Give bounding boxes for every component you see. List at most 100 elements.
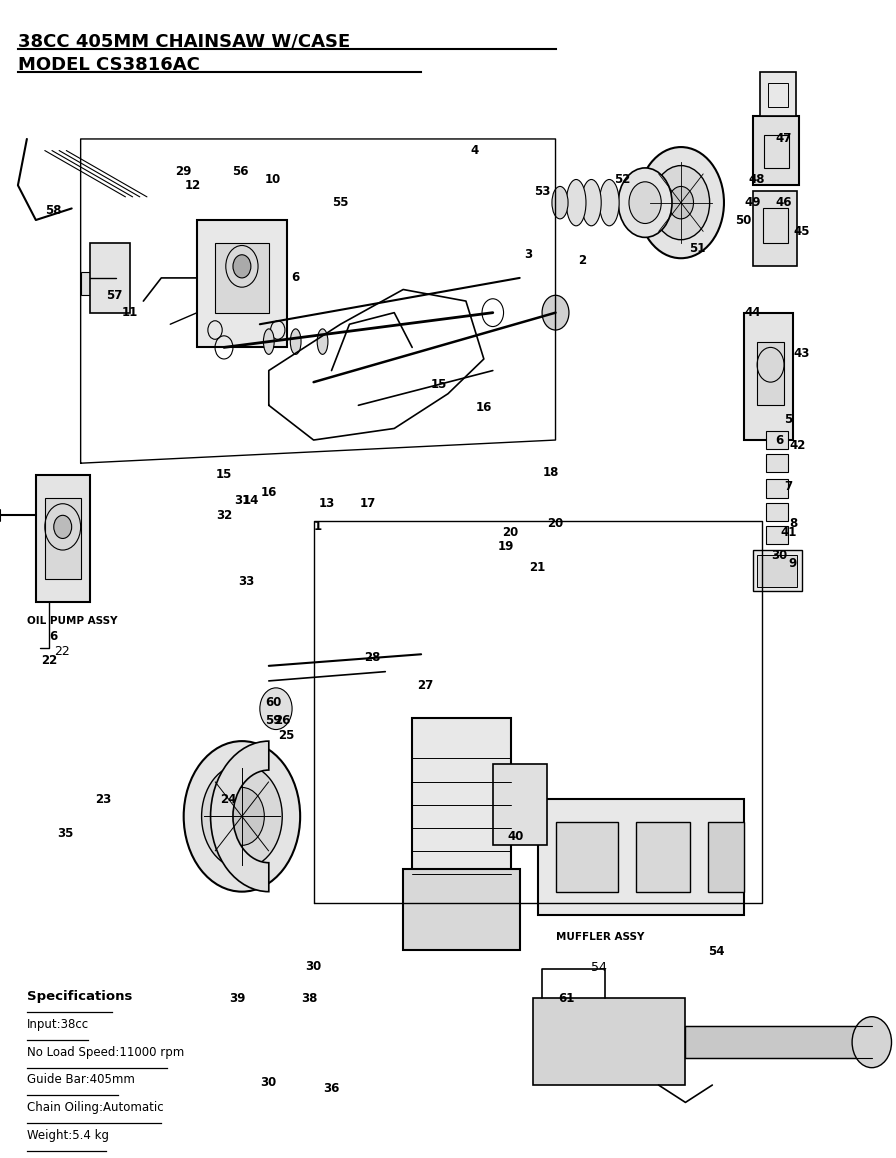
- Text: 40: 40: [507, 829, 523, 843]
- Text: 49: 49: [745, 196, 761, 210]
- Text: MUFFLER ASSY: MUFFLER ASSY: [556, 932, 644, 943]
- Text: Specifications: Specifications: [27, 990, 133, 1003]
- Ellipse shape: [566, 179, 586, 226]
- Text: 6: 6: [49, 630, 58, 644]
- Text: 38: 38: [301, 991, 317, 1005]
- Bar: [533, 998, 685, 1085]
- Text: 3: 3: [524, 248, 533, 262]
- Text: 23: 23: [95, 792, 111, 806]
- Text: 30: 30: [261, 1076, 277, 1090]
- Bar: [197, 220, 287, 347]
- Text: 6: 6: [775, 433, 784, 447]
- Bar: [90, 243, 130, 313]
- Text: 26: 26: [274, 713, 290, 727]
- Text: 15: 15: [216, 468, 232, 482]
- Text: Weight:5.4 kg: Weight:5.4 kg: [27, 1129, 109, 1142]
- Text: 13: 13: [319, 497, 335, 511]
- Text: MODEL CS3816AC: MODEL CS3816AC: [18, 56, 200, 74]
- Text: Guide Bar:405mm: Guide Bar:405mm: [27, 1073, 134, 1086]
- Text: OIL PUMP ASSY: OIL PUMP ASSY: [27, 616, 117, 626]
- Bar: [757, 342, 784, 405]
- Bar: [766, 503, 788, 521]
- Text: 55: 55: [332, 196, 349, 210]
- Bar: [768, 83, 788, 107]
- Text: 16: 16: [476, 401, 492, 415]
- Ellipse shape: [552, 186, 568, 219]
- Bar: [556, 822, 618, 892]
- Text: 21: 21: [530, 560, 546, 574]
- Bar: [753, 550, 802, 591]
- Text: 27: 27: [418, 679, 434, 692]
- Text: 2: 2: [578, 254, 587, 267]
- Bar: [753, 191, 797, 266]
- Text: 10: 10: [265, 173, 281, 186]
- Text: 19: 19: [498, 540, 514, 554]
- Bar: [757, 555, 797, 587]
- Text: 36: 36: [323, 1082, 340, 1095]
- Bar: [81, 272, 103, 295]
- Text: 20: 20: [503, 526, 519, 540]
- Text: Input:38cc: Input:38cc: [27, 1018, 89, 1031]
- Text: Chain Oiling:Automatic: Chain Oiling:Automatic: [27, 1101, 163, 1114]
- Circle shape: [220, 787, 264, 845]
- Bar: [760, 72, 796, 116]
- Circle shape: [652, 166, 710, 240]
- Bar: [685, 1026, 865, 1058]
- Text: 6: 6: [291, 271, 300, 285]
- Text: 61: 61: [558, 991, 574, 1005]
- Circle shape: [184, 741, 300, 892]
- Bar: [708, 822, 744, 892]
- Text: 9: 9: [788, 557, 797, 571]
- Text: 12: 12: [185, 178, 201, 192]
- Ellipse shape: [582, 179, 601, 226]
- Circle shape: [54, 515, 72, 538]
- Bar: [766, 526, 788, 544]
- Text: 8: 8: [788, 516, 797, 530]
- Circle shape: [629, 182, 661, 223]
- Text: 60: 60: [265, 696, 281, 710]
- Bar: [753, 116, 799, 185]
- Text: 28: 28: [364, 651, 380, 665]
- Circle shape: [852, 1017, 892, 1068]
- Text: 42: 42: [789, 439, 806, 453]
- Circle shape: [233, 255, 251, 278]
- Text: 30: 30: [771, 549, 788, 563]
- Text: 44: 44: [745, 306, 761, 320]
- Text: 54: 54: [709, 945, 725, 959]
- Text: 32: 32: [216, 508, 232, 522]
- Circle shape: [260, 688, 292, 730]
- Text: 45: 45: [794, 225, 810, 239]
- Circle shape: [618, 168, 672, 237]
- Text: 25: 25: [279, 728, 295, 742]
- Circle shape: [668, 186, 694, 219]
- Text: 43: 43: [794, 346, 810, 360]
- Bar: [403, 868, 520, 950]
- Text: 24: 24: [220, 792, 237, 806]
- Text: 5: 5: [784, 412, 793, 426]
- Text: 57: 57: [107, 288, 123, 302]
- Text: 4: 4: [470, 144, 479, 157]
- Text: 22: 22: [54, 645, 70, 658]
- Bar: [45, 498, 81, 579]
- Text: 47: 47: [776, 132, 792, 146]
- Text: 54: 54: [591, 961, 607, 974]
- Bar: [766, 479, 788, 498]
- Bar: [36, 475, 90, 602]
- Ellipse shape: [317, 329, 328, 354]
- Text: 41: 41: [780, 526, 797, 540]
- Bar: [766, 454, 788, 472]
- Text: 39: 39: [229, 991, 246, 1005]
- Text: 1: 1: [314, 520, 323, 534]
- Text: 29: 29: [176, 164, 192, 178]
- Text: 48: 48: [749, 173, 765, 186]
- Text: 18: 18: [543, 466, 559, 479]
- Text: 31: 31: [234, 493, 250, 507]
- Circle shape: [638, 147, 724, 258]
- Bar: [763, 208, 788, 243]
- Circle shape: [542, 295, 569, 330]
- Text: 59: 59: [265, 713, 281, 727]
- Text: 53: 53: [534, 184, 550, 198]
- Text: 56: 56: [232, 164, 248, 178]
- Bar: [412, 718, 511, 880]
- Bar: [766, 431, 788, 449]
